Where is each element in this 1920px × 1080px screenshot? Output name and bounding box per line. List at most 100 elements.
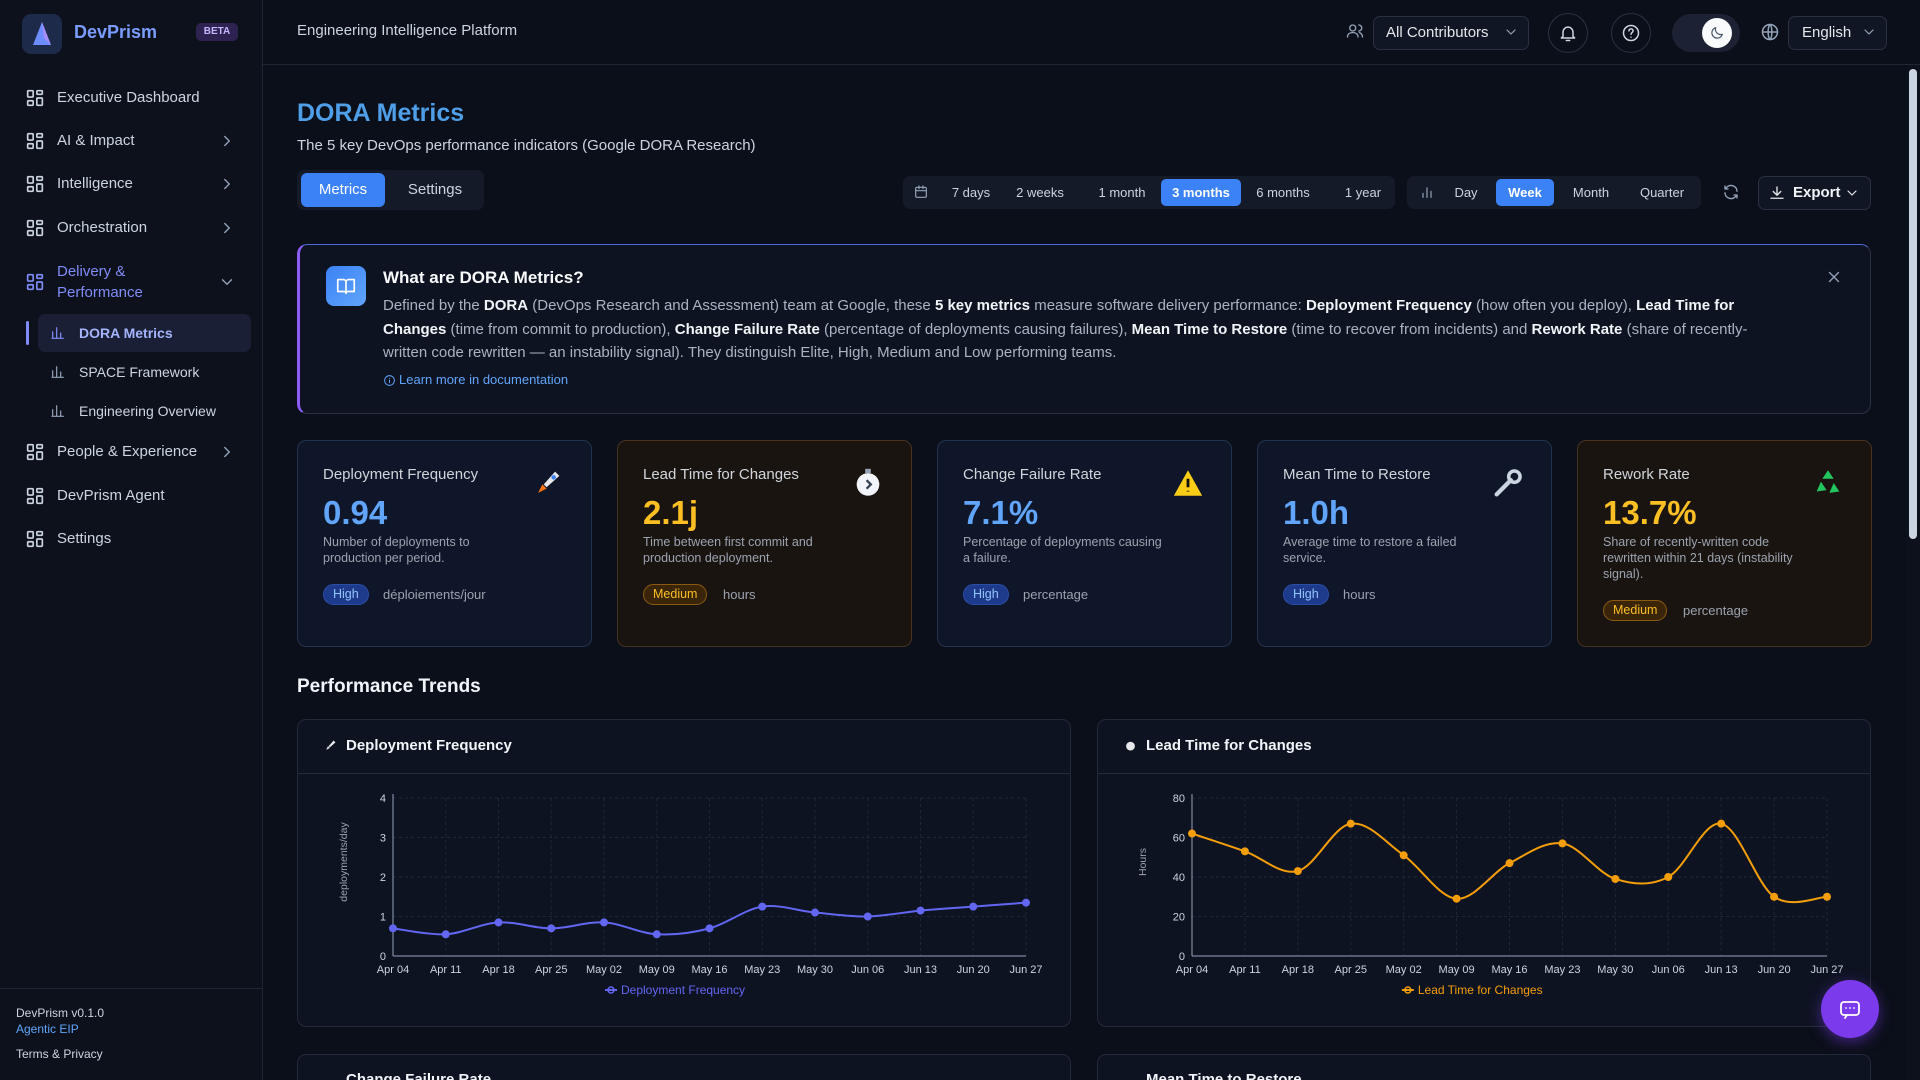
info-text-segment: 5 key metrics xyxy=(934,297,1031,314)
nav-sub-active-bar xyxy=(26,321,29,345)
info-circle xyxy=(384,375,395,386)
info-link[interactable]: Learn more in documentation xyxy=(399,372,569,387)
x-tick-label: Apr 11 xyxy=(430,964,462,976)
version: DevPrism v0.1.0 xyxy=(16,1006,105,1020)
nav-icon xyxy=(26,487,44,505)
chat-icon xyxy=(1840,1001,1860,1019)
data-point xyxy=(758,902,767,911)
data-point xyxy=(441,930,450,939)
granularity-option[interactable]: Day xyxy=(1454,185,1478,200)
nav-item[interactable]: Settings xyxy=(57,530,112,547)
legal[interactable]: Terms & Privacy xyxy=(16,1047,103,1061)
kpi-desc: Number of deployments to production per … xyxy=(323,535,470,565)
nav-sub-item[interactable]: DORA Metrics xyxy=(79,325,173,341)
line-chart: 0 20 40 60 80 Apr 04 Apr 11 Apr 18 Apr 25 May 02 M… xyxy=(1137,793,1844,997)
tab[interactable]: Settings xyxy=(407,181,463,198)
bell-icon xyxy=(1560,26,1576,42)
notifications-button[interactable] xyxy=(1548,13,1588,53)
kpi-title: Deployment Frequency xyxy=(323,466,479,483)
scroll-thumb[interactable] xyxy=(1909,69,1917,539)
contributors-select[interactable]: All Contributors xyxy=(1373,16,1529,50)
tab[interactable]: Metrics xyxy=(301,173,385,207)
nav-item[interactable]: Orchestration xyxy=(57,219,148,236)
x-tick-label: Jun 13 xyxy=(904,964,937,976)
kpi-level: High xyxy=(323,584,369,605)
calendar-icon xyxy=(915,185,927,198)
kpi-title: Change Failure Rate xyxy=(963,466,1102,483)
info-text-segment: Deployment Frequency xyxy=(1305,297,1472,314)
range-option[interactable]: 2 weeks xyxy=(1016,185,1064,200)
x-tick-label: Jun 27 xyxy=(1810,964,1843,976)
bars-icon xyxy=(1422,187,1432,198)
range-option[interactable]: 6 months xyxy=(1256,185,1310,200)
nav-item[interactable]: AI & Impact xyxy=(57,132,135,149)
kpi-title: Mean Time to Restore xyxy=(1283,466,1431,483)
nav-icon xyxy=(26,530,44,548)
info-text-segment: Lead Time for Changes xyxy=(383,297,1735,338)
x-tick-label: Apr 18 xyxy=(482,964,514,976)
info-text-segment: (percentage of deployments causing failu… xyxy=(819,320,1132,338)
chart-card xyxy=(1097,719,1871,1027)
info-text-segment: Defined by the xyxy=(383,297,484,314)
data-point xyxy=(652,930,661,939)
kpi-value: 13.7% xyxy=(1603,494,1697,531)
info-title: What are DORA Metrics? xyxy=(383,268,584,287)
nav-item[interactable]: Executive Dashboard xyxy=(57,89,200,106)
nav-sub-item[interactable]: SPACE Framework xyxy=(79,364,200,380)
x-tick-label: Apr 18 xyxy=(1282,964,1314,976)
data-point xyxy=(494,918,503,927)
info-text-segment: (time from commit to production), xyxy=(446,320,675,338)
kpi-value: 2.1j xyxy=(643,494,699,531)
help-button[interactable] xyxy=(1611,13,1651,53)
kpi-level: High xyxy=(1283,584,1329,605)
legend-dot xyxy=(607,986,615,994)
data-point xyxy=(600,918,608,927)
data-point xyxy=(1611,874,1620,883)
nav-item[interactable]: DevPrism Agent xyxy=(57,487,165,504)
top-bar xyxy=(263,0,1920,65)
range-option[interactable]: 3 months xyxy=(1161,179,1241,206)
info-text-segment: DORA xyxy=(483,297,529,314)
scrollbar xyxy=(1906,65,1920,1080)
granularity-option[interactable]: Quarter xyxy=(1639,185,1685,200)
granularity-option[interactable]: Month xyxy=(1572,185,1610,200)
range-option[interactable]: 7 days xyxy=(951,185,991,200)
legend-label: Deployment Frequency xyxy=(621,983,745,997)
nav-icon xyxy=(26,219,44,237)
y-axis-label: Hours xyxy=(1137,848,1149,876)
chart-title: Deployment Frequency xyxy=(346,737,512,754)
x-tick-label: Jun 20 xyxy=(1758,964,1791,976)
info-text-segment: Change Failure Rate xyxy=(674,320,820,338)
x-tick-label: Jun 20 xyxy=(957,964,990,976)
language-select[interactable]: English xyxy=(1788,16,1887,50)
nav-item[interactable]: Delivery & Performance xyxy=(57,263,143,301)
chart-header-divider xyxy=(1097,773,1871,774)
line-chart: 0 1 2 3 4 Apr 04 Apr 11 Apr 18 Apr 25 May 02 May 0… xyxy=(338,793,1043,997)
range-group xyxy=(903,176,1395,209)
assistant-button[interactable] xyxy=(1821,980,1879,1038)
chevron xyxy=(1506,29,1516,35)
range-option[interactable]: 1 month xyxy=(1098,185,1146,200)
nav-sub-item[interactable]: Engineering Overview xyxy=(79,403,216,419)
x-tick-label: May 23 xyxy=(744,964,780,976)
data-point xyxy=(1823,892,1831,901)
kpi-desc: Average time to restore a failed service… xyxy=(1283,535,1457,565)
range-option[interactable]: 1 year xyxy=(1344,185,1382,200)
granularity-option[interactable]: Week xyxy=(1496,179,1554,206)
x-tick-label: May 23 xyxy=(1544,964,1580,976)
y-tick-label: 2 xyxy=(380,872,386,884)
x-tick-label: Jun 06 xyxy=(851,964,884,976)
info-text-segment: (time to recover from incidents) and xyxy=(1287,320,1532,338)
kpi-value: 1.0h xyxy=(1283,494,1350,531)
nav-item[interactable]: Intelligence xyxy=(57,175,133,192)
kpi-unit: hours xyxy=(723,587,756,602)
data-point xyxy=(1558,839,1567,848)
y-tick-label: 0 xyxy=(1179,951,1185,963)
nav-item[interactable]: People & Experience xyxy=(57,443,198,460)
product: Agentic EIP xyxy=(16,1022,79,1036)
kpi-unit: percentage xyxy=(1023,587,1089,602)
kpi-card xyxy=(1577,440,1872,647)
kpi-unit: percentage xyxy=(1683,603,1749,618)
data-point xyxy=(547,924,556,933)
